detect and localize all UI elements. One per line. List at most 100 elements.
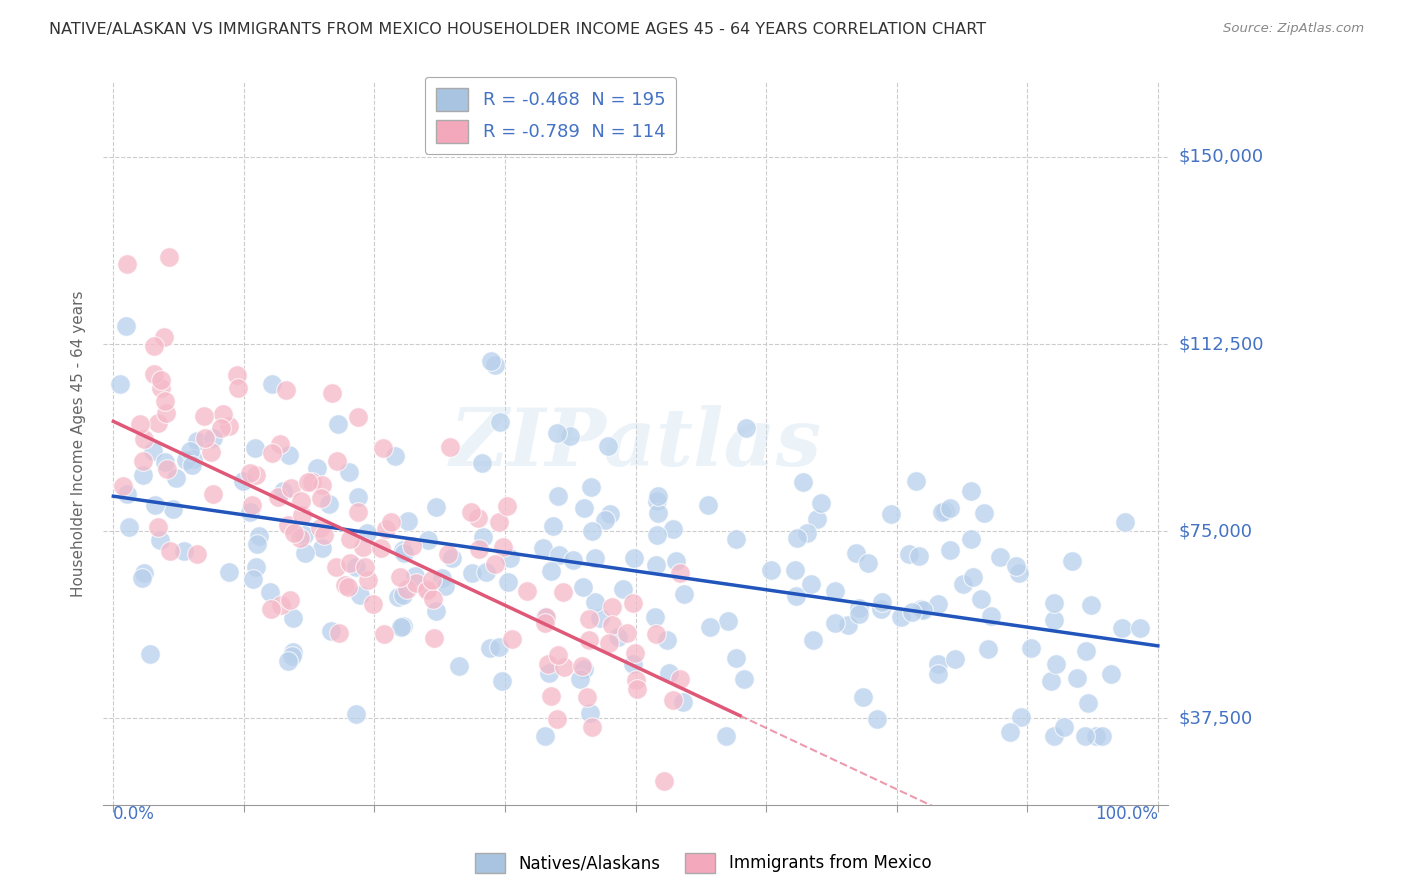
Point	[578, 633, 600, 648]
Point	[143, 367, 166, 381]
Point	[943, 652, 966, 666]
Point	[1074, 729, 1097, 743]
Point	[696, 498, 718, 512]
Point	[143, 498, 166, 512]
Point	[246, 537, 269, 551]
Text: $112,500: $112,500	[1178, 335, 1264, 353]
Point	[371, 441, 394, 455]
Legend: Natives/Alaskans, Immigrants from Mexico: Natives/Alaskans, Immigrants from Mexico	[468, 847, 938, 880]
Point	[574, 662, 596, 676]
Point	[724, 650, 747, 665]
Point	[115, 318, 138, 333]
Point	[761, 563, 783, 577]
Point	[934, 503, 956, 517]
Point	[111, 479, 134, 493]
Point	[179, 443, 201, 458]
Point	[131, 571, 153, 585]
Point	[339, 532, 361, 546]
Point	[1114, 515, 1136, 529]
Point	[848, 607, 870, 621]
Point	[472, 530, 495, 544]
Point	[281, 611, 304, 625]
Point	[1010, 710, 1032, 724]
Point	[467, 511, 489, 525]
Point	[852, 690, 875, 704]
Text: ZIPatlas: ZIPatlas	[450, 405, 821, 483]
Point	[806, 512, 828, 526]
Text: $37,500: $37,500	[1178, 709, 1253, 727]
Point	[401, 539, 423, 553]
Point	[553, 660, 575, 674]
Legend: R = -0.468  N = 195, R = -0.789  N = 114: R = -0.468 N = 195, R = -0.789 N = 114	[425, 77, 676, 153]
Point	[301, 475, 323, 489]
Point	[645, 527, 668, 541]
Point	[218, 419, 240, 434]
Point	[201, 487, 224, 501]
Point	[349, 588, 371, 602]
Point	[430, 571, 453, 585]
Point	[142, 339, 165, 353]
Point	[537, 666, 560, 681]
Point	[239, 505, 262, 519]
Point	[262, 376, 284, 391]
Point	[568, 672, 591, 686]
Point	[621, 657, 644, 671]
Point	[623, 550, 645, 565]
Point	[488, 640, 510, 655]
Point	[471, 456, 494, 470]
Point	[132, 432, 155, 446]
Point	[658, 665, 681, 680]
Point	[260, 446, 283, 460]
Point	[600, 600, 623, 615]
Text: $150,000: $150,000	[1178, 148, 1264, 166]
Point	[347, 505, 370, 519]
Point	[356, 526, 378, 541]
Point	[581, 720, 603, 734]
Point	[449, 658, 471, 673]
Point	[1060, 554, 1083, 568]
Point	[118, 520, 141, 534]
Point	[488, 415, 510, 429]
Point	[117, 257, 139, 271]
Point	[856, 556, 879, 570]
Point	[799, 577, 821, 591]
Point	[607, 630, 630, 644]
Point	[938, 543, 960, 558]
Point	[266, 490, 288, 504]
Point	[866, 713, 889, 727]
Point	[496, 500, 519, 514]
Point	[142, 443, 165, 458]
Point	[194, 431, 217, 445]
Point	[309, 491, 332, 505]
Point	[599, 507, 621, 521]
Point	[186, 434, 208, 448]
Point	[202, 431, 225, 445]
Point	[165, 471, 187, 485]
Point	[311, 541, 333, 555]
Point	[652, 773, 675, 788]
Point	[516, 584, 538, 599]
Point	[952, 577, 974, 591]
Point	[380, 515, 402, 529]
Point	[571, 580, 593, 594]
Point	[312, 527, 335, 541]
Text: NATIVE/ALASKAN VS IMMIGRANTS FROM MEXICO HOUSEHOLDER INCOME AGES 45 - 64 YEARS C: NATIVE/ALASKAN VS IMMIGRANTS FROM MEXICO…	[49, 22, 987, 37]
Point	[337, 465, 360, 479]
Point	[665, 554, 688, 568]
Point	[478, 640, 501, 655]
Point	[181, 452, 204, 467]
Point	[547, 489, 569, 503]
Point	[439, 441, 461, 455]
Point	[540, 689, 562, 703]
Point	[969, 591, 991, 606]
Point	[551, 585, 574, 599]
Point	[416, 582, 439, 597]
Point	[200, 445, 222, 459]
Point	[131, 454, 153, 468]
Point	[146, 416, 169, 430]
Point	[662, 693, 685, 707]
Point	[959, 484, 981, 499]
Point	[796, 525, 818, 540]
Point	[373, 626, 395, 640]
Point	[245, 560, 267, 574]
